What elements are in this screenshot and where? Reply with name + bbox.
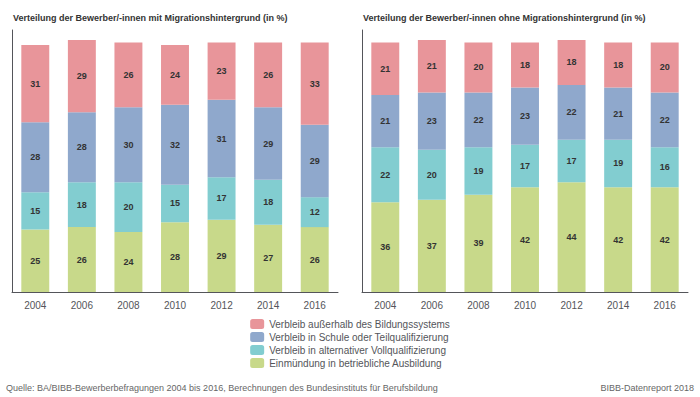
- svg-text:42: 42: [613, 235, 623, 245]
- svg-text:2006: 2006: [71, 300, 94, 311]
- svg-text:BIBB-Datenreport 2018: BIBB-Datenreport 2018: [600, 383, 694, 393]
- svg-text:24: 24: [170, 70, 180, 80]
- svg-text:2012: 2012: [210, 300, 233, 311]
- svg-text:18: 18: [520, 60, 530, 70]
- svg-text:2014: 2014: [257, 300, 280, 311]
- svg-text:20: 20: [473, 62, 483, 72]
- svg-text:2006: 2006: [421, 300, 444, 311]
- svg-text:2004: 2004: [374, 300, 397, 311]
- svg-text:15: 15: [30, 206, 40, 216]
- svg-text:33: 33: [310, 79, 320, 89]
- svg-text:21: 21: [613, 109, 623, 119]
- svg-text:23: 23: [520, 111, 530, 121]
- svg-text:29: 29: [310, 156, 320, 166]
- svg-text:22: 22: [660, 115, 670, 125]
- svg-text:31: 31: [217, 134, 227, 144]
- svg-text:30: 30: [123, 140, 133, 150]
- svg-text:37: 37: [427, 241, 437, 251]
- svg-text:20: 20: [123, 202, 133, 212]
- svg-text:32: 32: [170, 140, 180, 150]
- svg-text:2014: 2014: [607, 300, 630, 311]
- svg-text:23: 23: [427, 116, 437, 126]
- svg-text:26: 26: [263, 70, 273, 80]
- svg-text:28: 28: [77, 142, 87, 152]
- svg-text:23: 23: [217, 66, 227, 76]
- svg-text:28: 28: [30, 152, 40, 162]
- svg-text:19: 19: [473, 166, 483, 176]
- svg-text:Einmündung in betriebliche Aus: Einmündung in betriebliche Ausbildung: [269, 358, 441, 369]
- svg-text:Verteilung der Bewerber/-innen: Verteilung der Bewerber/-innen mit Migra…: [13, 13, 288, 23]
- svg-text:26: 26: [77, 255, 87, 265]
- svg-text:22: 22: [380, 170, 390, 180]
- svg-text:12: 12: [310, 207, 320, 217]
- svg-text:18: 18: [567, 57, 577, 67]
- svg-text:2016: 2016: [304, 300, 327, 311]
- svg-text:27: 27: [263, 253, 273, 263]
- svg-text:39: 39: [473, 238, 483, 248]
- svg-text:21: 21: [380, 64, 390, 74]
- svg-text:Verbleib in Schule oder Teilqu: Verbleib in Schule oder Teilqualifizieru…: [269, 332, 448, 343]
- svg-text:2010: 2010: [514, 300, 537, 311]
- svg-text:21: 21: [427, 61, 437, 71]
- svg-text:25: 25: [30, 256, 40, 266]
- svg-text:18: 18: [263, 197, 273, 207]
- svg-text:24: 24: [123, 257, 133, 267]
- svg-text:29: 29: [217, 251, 227, 261]
- svg-text:2010: 2010: [164, 300, 187, 311]
- svg-text:18: 18: [77, 200, 87, 210]
- svg-text:Verbleib außerhalb des Bildung: Verbleib außerhalb des Bildungssystems: [269, 319, 450, 330]
- svg-text:44: 44: [567, 232, 577, 242]
- svg-text:2012: 2012: [560, 300, 583, 311]
- svg-text:16: 16: [660, 162, 670, 172]
- svg-text:26: 26: [123, 70, 133, 80]
- svg-text:Verteilung der Bewerber/-innen: Verteilung der Bewerber/-innen ohne Migr…: [363, 13, 646, 23]
- svg-text:36: 36: [380, 242, 390, 252]
- svg-text:26: 26: [310, 255, 320, 265]
- svg-text:28: 28: [170, 252, 180, 262]
- svg-text:17: 17: [520, 161, 530, 171]
- svg-text:18: 18: [613, 60, 623, 70]
- svg-text:20: 20: [660, 62, 670, 72]
- svg-text:2008: 2008: [117, 300, 140, 311]
- svg-text:21: 21: [380, 116, 390, 126]
- svg-text:22: 22: [567, 107, 577, 117]
- svg-text:31: 31: [30, 79, 40, 89]
- svg-text:2004: 2004: [24, 300, 47, 311]
- svg-text:19: 19: [613, 158, 623, 168]
- svg-text:Verbleib in alternativer Vollq: Verbleib in alternativer Vollqualifizier…: [269, 345, 446, 356]
- svg-text:20: 20: [427, 170, 437, 180]
- svg-text:17: 17: [217, 193, 227, 203]
- svg-text:22: 22: [473, 115, 483, 125]
- svg-text:29: 29: [77, 71, 87, 81]
- svg-text:Quelle: BA/BIBB-Bewerberbefrag: Quelle: BA/BIBB-Bewerberbefragungen 2004…: [6, 383, 438, 393]
- svg-text:29: 29: [263, 139, 273, 149]
- svg-text:42: 42: [520, 235, 530, 245]
- svg-text:2016: 2016: [654, 300, 677, 311]
- svg-text:2008: 2008: [467, 300, 490, 311]
- svg-text:42: 42: [660, 235, 670, 245]
- svg-text:17: 17: [567, 156, 577, 166]
- svg-text:15: 15: [170, 198, 180, 208]
